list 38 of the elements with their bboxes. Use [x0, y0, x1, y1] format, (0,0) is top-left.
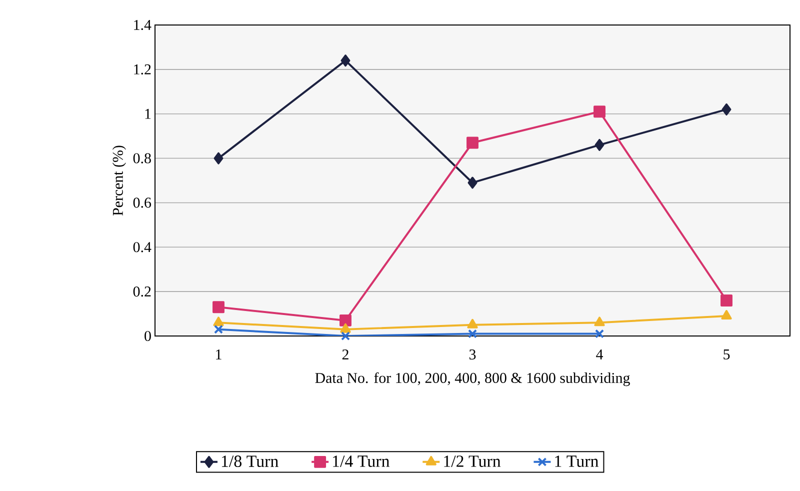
legend-label: 1/4 Turn: [333, 456, 390, 467]
point: [340, 331, 350, 341]
point: [721, 310, 732, 320]
point: [594, 316, 605, 326]
point: [720, 294, 732, 306]
point: [212, 301, 224, 314]
y-tick-label: 0: [144, 330, 151, 342]
point: [468, 329, 478, 338]
y-tick-label: 0.4: [133, 242, 152, 252]
point: [466, 136, 478, 149]
point: [214, 324, 224, 334]
y-tick-label: 0.6: [133, 198, 152, 208]
x-tick-label: 3: [469, 349, 476, 360]
point: [214, 152, 224, 164]
x-tick-label: 5: [724, 349, 730, 360]
x-tick-label: 4: [596, 349, 603, 360]
point: [467, 318, 478, 328]
y-tick-label: 0.8: [133, 153, 151, 164]
point: [213, 316, 224, 326]
point: [722, 103, 732, 116]
legend-label: 1/2 Turn: [444, 456, 501, 467]
x-tick-label: 2: [342, 349, 348, 360]
y-tick-label: 1: [145, 108, 151, 119]
y-tick-label: 0.2: [133, 286, 151, 297]
legend-label: 1 Turn: [555, 456, 598, 467]
point: [594, 329, 604, 338]
y-tick-label: 1.4: [134, 20, 152, 30]
x-tick-label: 1: [216, 349, 222, 360]
point: [468, 176, 478, 189]
point: [340, 54, 350, 67]
y-tick-label: 1.2: [134, 64, 151, 74]
y-axis-title: Percent (%): [112, 146, 126, 216]
point: [340, 314, 352, 326]
x-axis-title: Data No. for 100, 200, 400, 800 & 1600 subdividing: [315, 372, 630, 386]
point: [594, 138, 604, 151]
legend-label: 1/8 Turn: [222, 456, 278, 467]
point: [340, 323, 351, 333]
point: [594, 106, 606, 118]
